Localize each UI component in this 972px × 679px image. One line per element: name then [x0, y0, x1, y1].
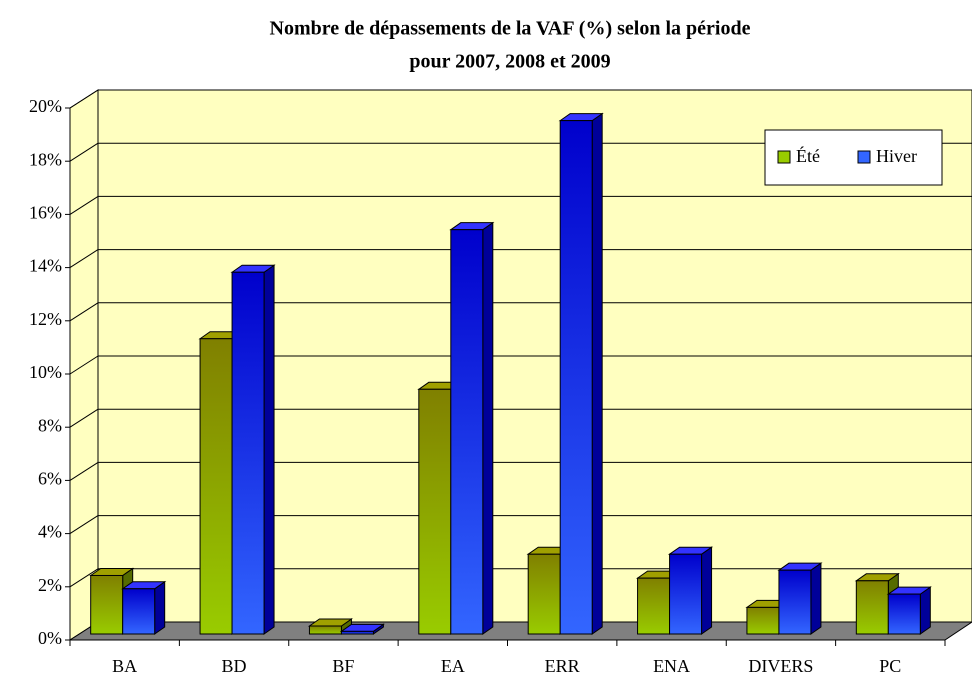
grid-line: [69, 195, 99, 215]
x-tick-label: ENA: [653, 656, 690, 676]
x-tick-label: EA: [441, 656, 465, 676]
x-tick-label: BD: [222, 656, 247, 676]
y-tick-label: 16%: [29, 203, 62, 223]
x-tick-label: PC: [879, 656, 901, 676]
chart-title: Nombre de dépassements de la VAF (%) sel…: [270, 18, 751, 40]
grid-line: [69, 142, 99, 162]
bar-side: [482, 221, 494, 635]
y-tick-label: 18%: [29, 149, 62, 169]
bar-side: [701, 546, 713, 635]
x-tick-label: ERR: [545, 656, 580, 676]
bar-side: [591, 112, 603, 635]
y-tick-label: 14%: [29, 256, 62, 276]
bar: [855, 580, 889, 635]
bar: [450, 229, 484, 635]
bar-side: [154, 580, 166, 635]
bar-side: [919, 586, 931, 635]
legend-box: [764, 129, 943, 186]
legend-label: Été: [796, 145, 820, 166]
bar-side: [810, 562, 822, 635]
chart-title: pour 2007, 2008 et 2009: [409, 51, 610, 73]
bar: [231, 271, 265, 635]
bar: [199, 338, 233, 635]
legend-label: Hiver: [876, 146, 917, 166]
y-tick-label: 6%: [38, 469, 62, 489]
bar: [887, 593, 921, 635]
y-tick-label: 10%: [29, 362, 62, 382]
bar: [308, 625, 342, 635]
grid-line: [69, 249, 99, 269]
bar: [746, 606, 780, 635]
grid-line: [69, 408, 99, 428]
grid-line: [69, 355, 99, 375]
y-tick-label: 12%: [29, 309, 62, 329]
x-tick-label: BA: [112, 656, 137, 676]
x-tick-label: DIVERS: [748, 656, 813, 676]
bar: [418, 388, 452, 635]
grid-line: [69, 461, 99, 481]
legend-swatch: [857, 150, 871, 164]
x-tick-label: BF: [332, 656, 354, 676]
bar: [778, 569, 812, 635]
grid-line: [69, 302, 99, 322]
legend: Été Hiver: [764, 129, 943, 186]
y-tick-label: 20%: [29, 96, 62, 116]
bar: [527, 553, 561, 635]
bar: [637, 577, 671, 635]
y-tick-label: 8%: [38, 415, 62, 435]
y-tick-label: 0%: [38, 628, 62, 648]
grid-line: [69, 89, 99, 109]
legend-swatch: [777, 150, 791, 164]
bar: [122, 588, 156, 635]
grid-line: [69, 568, 99, 588]
bar: [559, 120, 593, 635]
bar: [669, 553, 703, 635]
bar: [90, 574, 124, 635]
y-tick-label: 4%: [38, 522, 62, 542]
bar-side: [263, 264, 275, 635]
bar: [340, 630, 374, 635]
grid-line: [69, 515, 99, 535]
y-tick-label: 2%: [38, 575, 62, 595]
